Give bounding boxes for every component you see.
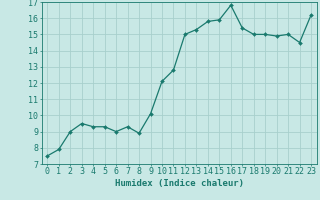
- X-axis label: Humidex (Indice chaleur): Humidex (Indice chaleur): [115, 179, 244, 188]
